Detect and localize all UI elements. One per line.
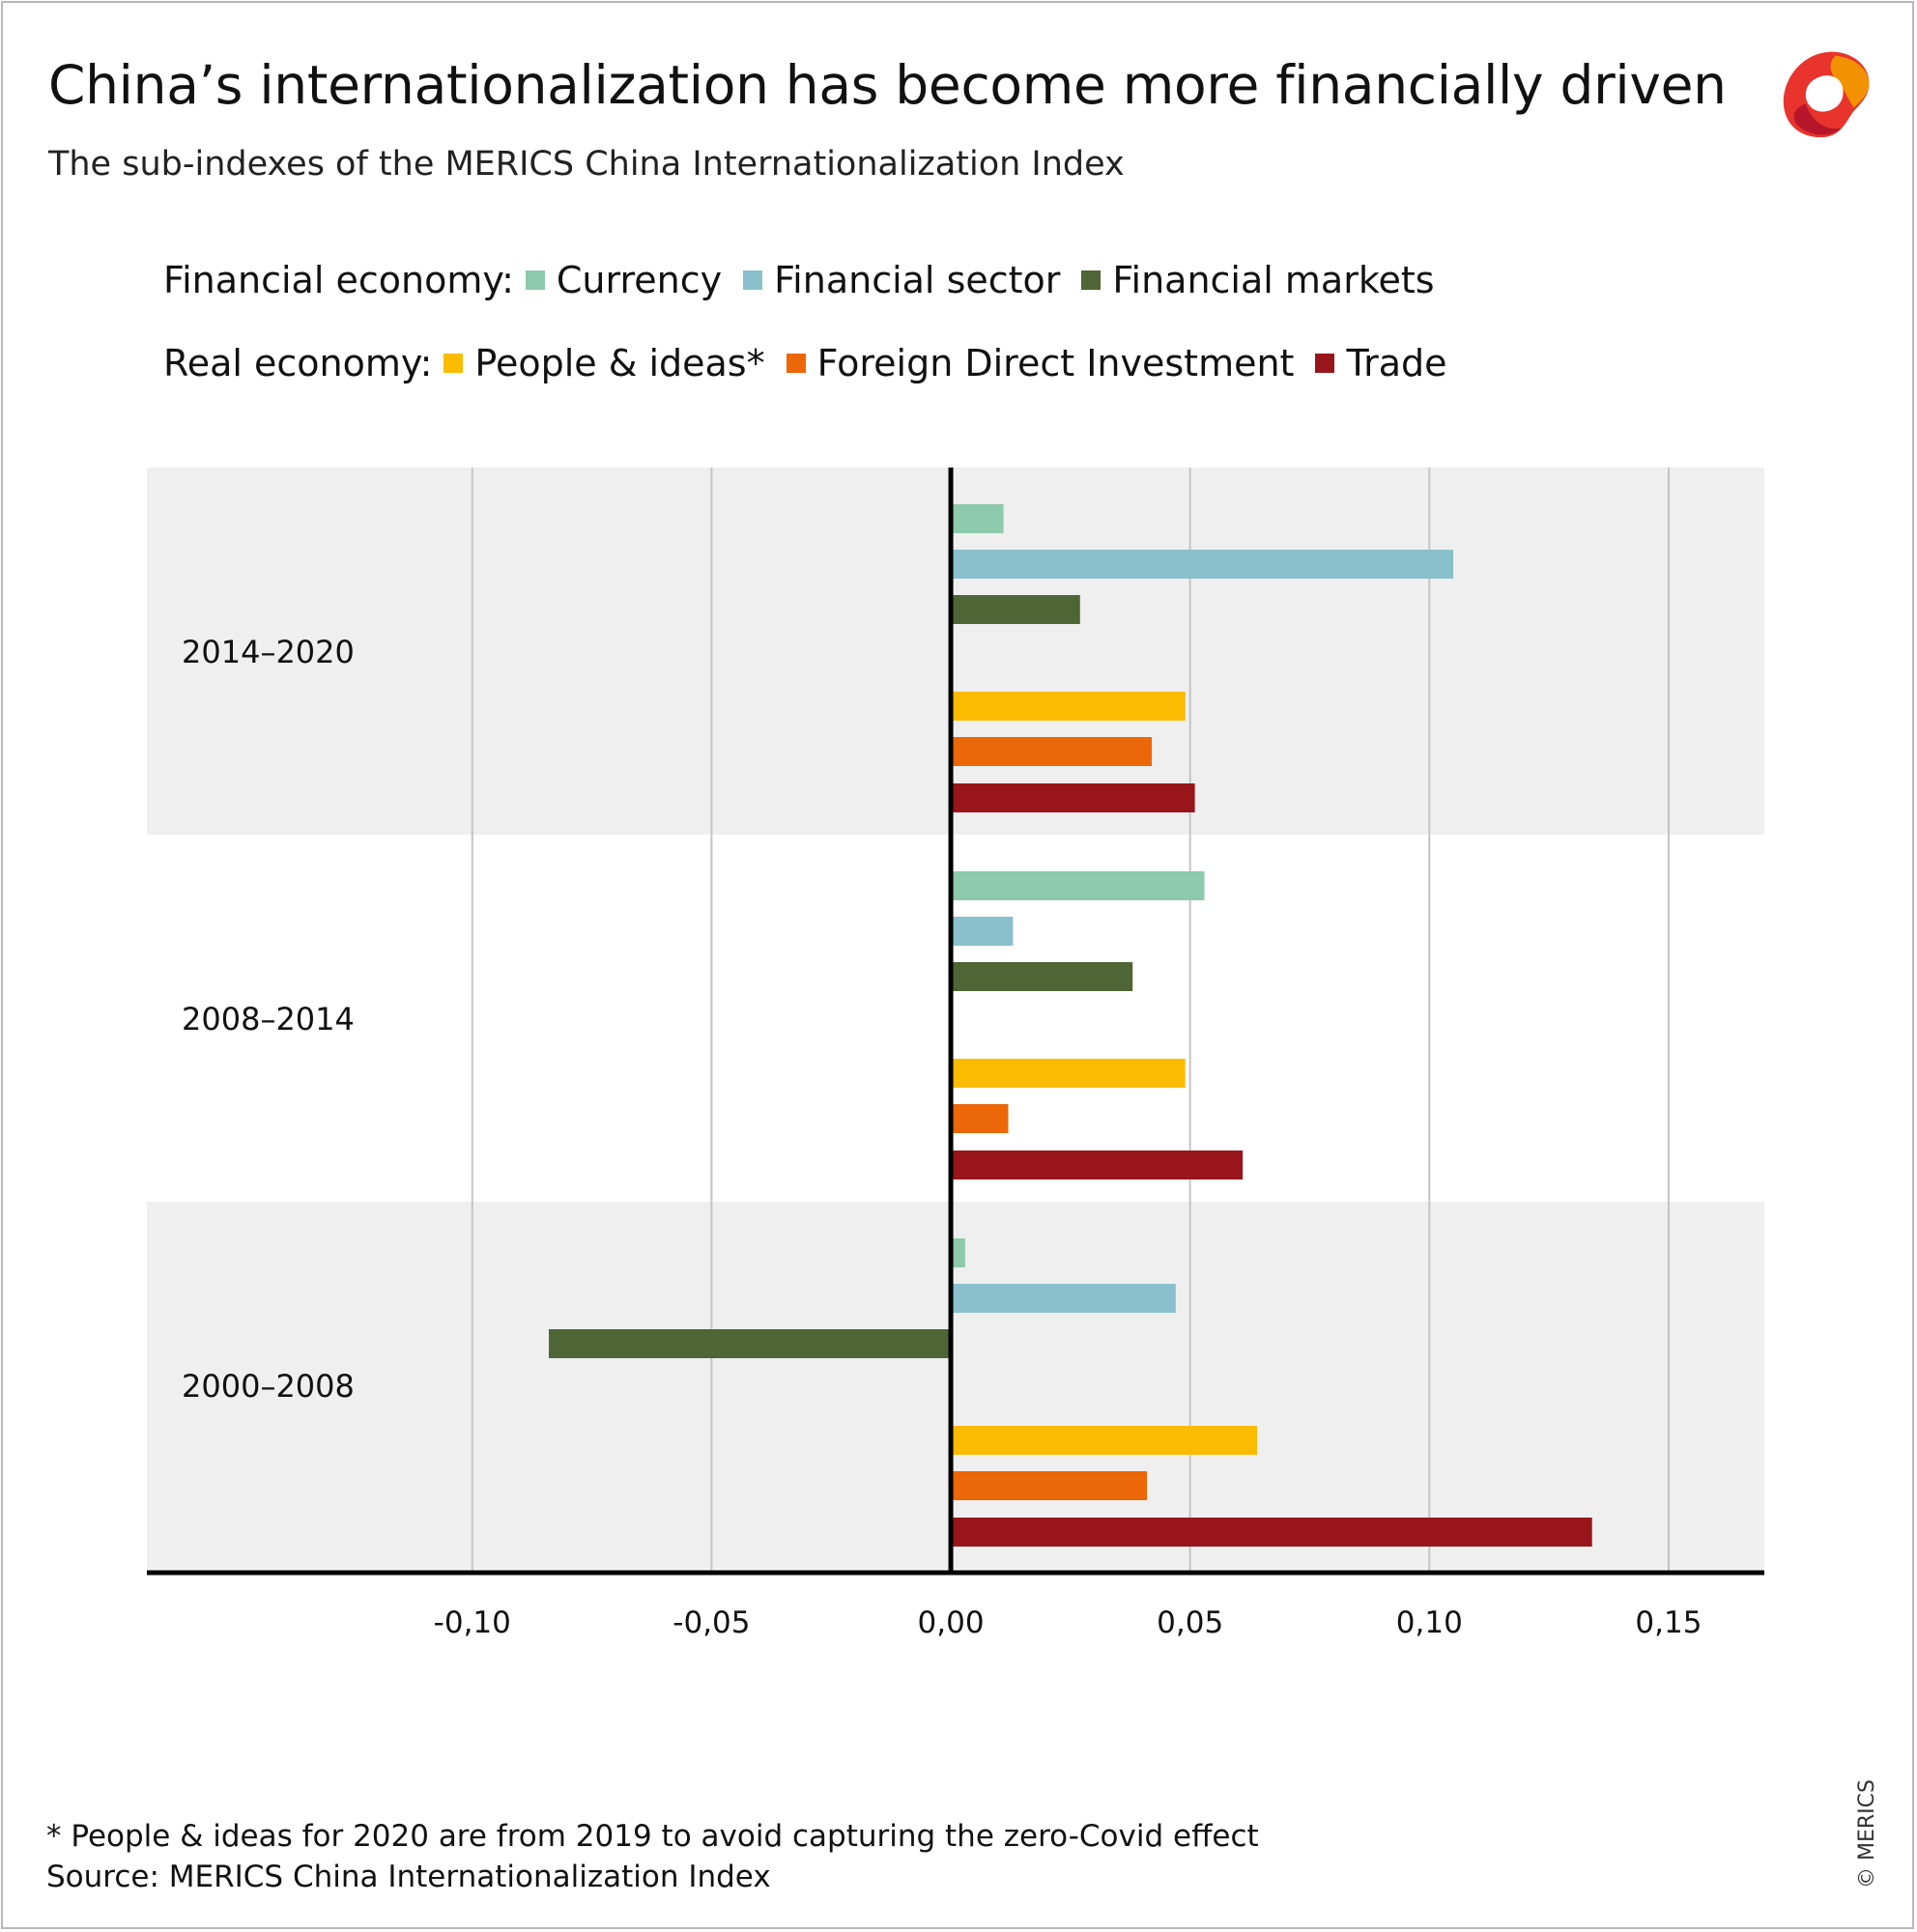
bar [951,1518,1592,1547]
legend-label-financial-markets: Financial markets [1112,259,1435,301]
bar [951,1238,965,1267]
legend-label-currency: Currency [556,259,723,301]
bar [951,1471,1148,1500]
chart-title: China’s internationalization has become … [48,54,1727,116]
x-tick-label: 0,00 [918,1605,985,1640]
category-label: 2008–2014 [182,1001,355,1037]
bar [951,1059,1186,1088]
footnote-note: * People & ideas for 2020 are from 2019 … [46,1819,1259,1854]
legend-swatch-fdi [786,354,806,373]
legend-label-fdi: Foreign Direct Investment [816,342,1295,384]
bar [951,1104,1009,1133]
legend-swatch-currency [525,270,545,290]
legend-real-label: Real economy: [163,342,433,384]
legend-item-trade: Trade [1315,342,1447,384]
x-tick-label: 0,10 [1396,1605,1463,1640]
merics-logo [1783,51,1870,138]
x-tick-label: -0,05 [672,1605,750,1640]
bar [951,871,1205,900]
footnote-source: Source: MERICS China Internationalizatio… [46,1860,771,1894]
chart-subtitle: The sub-indexes of the MERICS China Inte… [48,145,1125,184]
legend-item-financial-sector: Financial sector [743,259,1060,301]
bar [951,962,1133,991]
legend-swatch-financial-sector [743,270,763,290]
legend-label-financial-sector: Financial sector [774,259,1061,301]
legend-real: Real economy: People & ideas* Foreign Di… [163,342,1469,384]
bar [951,737,1153,766]
legend-item-currency: Currency [525,259,723,301]
x-tick-label: 0,15 [1635,1605,1702,1640]
legend-financial-label: Financial economy: [163,259,514,301]
legend-label-people-ideas: People & ideas* [474,342,765,384]
category-label: 2014–2020 [182,634,355,670]
bar [549,1329,952,1358]
bar [951,1284,1176,1313]
bar [951,917,1014,946]
legend-swatch-trade [1315,354,1335,373]
x-tick-label: -0,10 [434,1605,511,1640]
legend-label-trade: Trade [1346,342,1447,384]
bar [951,595,1080,624]
bar-chart: 2014–2020 2008–2014 2000–2008 -0,10 -0,05 0,0… [147,468,1764,1640]
bar [951,692,1186,721]
bar [951,1151,1244,1179]
x-tick-label: 0,05 [1157,1605,1223,1640]
legend-swatch-people-ideas [443,354,464,373]
legend-financial: Financial economy: Currency Financial se… [163,259,1456,301]
legend-item-fdi: Foreign Direct Investment [786,342,1295,384]
legend-item-people-ideas: People & ideas* [443,342,765,384]
category-label: 2000–2008 [182,1368,355,1405]
bar [951,550,1454,579]
legend-swatch-financial-markets [1081,270,1102,290]
bar [951,1426,1258,1455]
copyright: © MERICS [1855,1779,1879,1889]
bar [951,783,1195,812]
legend-item-financial-markets: Financial markets [1081,259,1435,301]
bar [951,504,1004,533]
footnote: * People & ideas for 2020 are from 2019 … [46,1816,1259,1897]
